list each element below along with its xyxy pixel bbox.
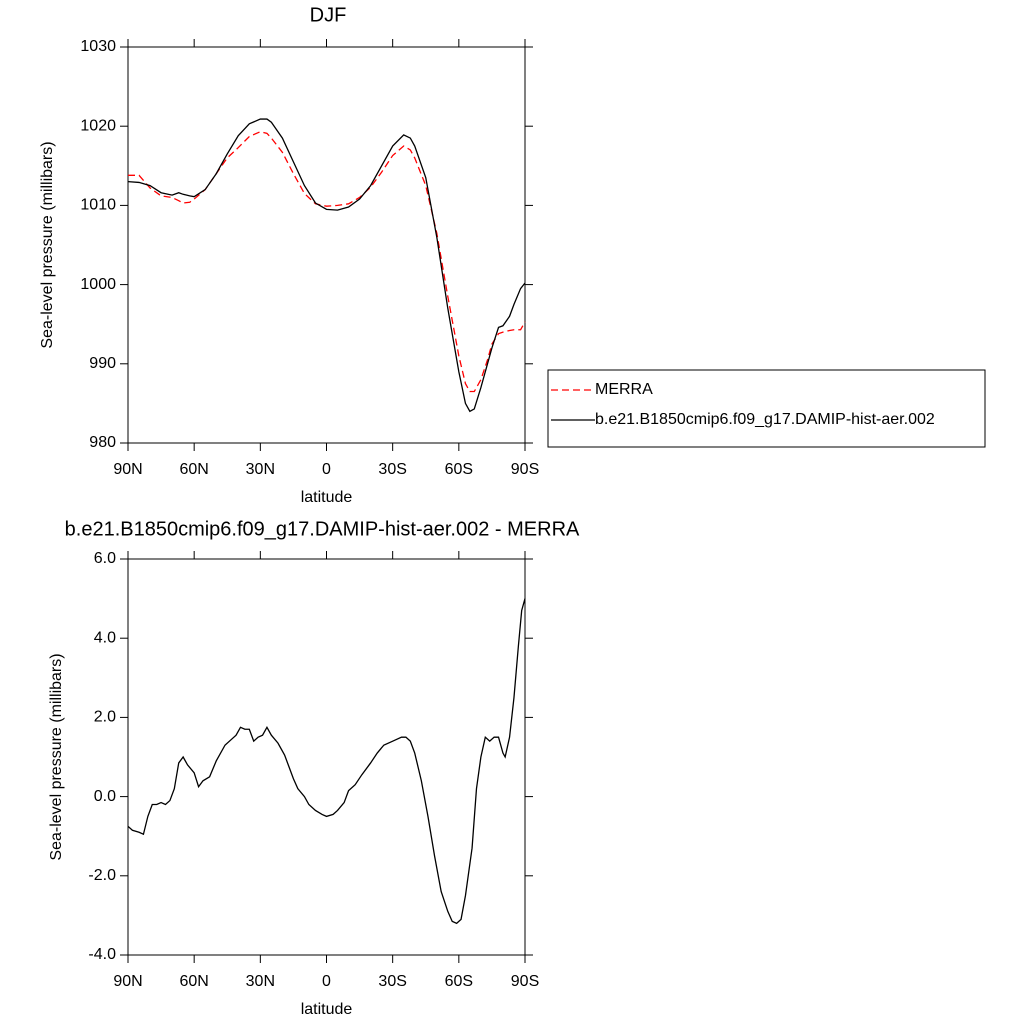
y-axis-label: Sea-level pressure (millibars) bbox=[39, 141, 56, 348]
x-tick-label: 30S bbox=[378, 461, 406, 478]
x-tick-label: 30S bbox=[378, 973, 406, 990]
y-tick-label: 0.0 bbox=[94, 788, 116, 805]
y-tick-label: 1030 bbox=[80, 38, 116, 55]
x-tick-label: 60S bbox=[445, 461, 473, 478]
x-tick-label: 0 bbox=[322, 461, 331, 478]
x-tick-label: 90S bbox=[511, 973, 539, 990]
legend-label: b.e21.B1850cmip6.f09_g17.DAMIP-hist-aer.… bbox=[595, 411, 935, 428]
x-tick-label: 30N bbox=[246, 973, 275, 990]
data-line bbox=[127, 118, 526, 413]
x-tick-label: 90N bbox=[113, 973, 142, 990]
chart-title: b.e21.B1850cmip6.f09_g17.DAMIP-hist-aer.… bbox=[65, 518, 580, 540]
y-tick-label: 980 bbox=[89, 434, 116, 451]
x-tick-label: 60S bbox=[445, 973, 473, 990]
x-tick-label: 60N bbox=[179, 461, 208, 478]
y-tick-label: 1000 bbox=[80, 276, 116, 293]
y-tick-label: 6.0 bbox=[94, 550, 116, 567]
x-tick-label: 60N bbox=[179, 973, 208, 990]
y-tick-label: -4.0 bbox=[88, 946, 116, 963]
data-line bbox=[128, 131, 526, 393]
chart-title: DJF bbox=[310, 4, 347, 26]
y-tick-label: 1020 bbox=[80, 117, 116, 134]
x-tick-label: 90N bbox=[113, 461, 142, 478]
y-tick-label: 990 bbox=[89, 355, 116, 372]
data-line bbox=[127, 598, 526, 925]
y-tick-label: 4.0 bbox=[94, 629, 116, 646]
x-axis-label: latitude bbox=[301, 1001, 353, 1018]
y-axis-label: Sea-level pressure (millibars) bbox=[48, 653, 65, 860]
y-tick-label: -2.0 bbox=[88, 867, 116, 884]
x-tick-label: 0 bbox=[322, 973, 331, 990]
x-tick-label: 90S bbox=[511, 461, 539, 478]
legend-box bbox=[547, 369, 986, 448]
x-tick-label: 30N bbox=[246, 461, 275, 478]
y-tick-label: 2.0 bbox=[94, 709, 116, 726]
legend-label: MERRA bbox=[595, 381, 653, 398]
y-tick-label: 1010 bbox=[80, 197, 116, 214]
x-axis-label: latitude bbox=[301, 489, 353, 506]
